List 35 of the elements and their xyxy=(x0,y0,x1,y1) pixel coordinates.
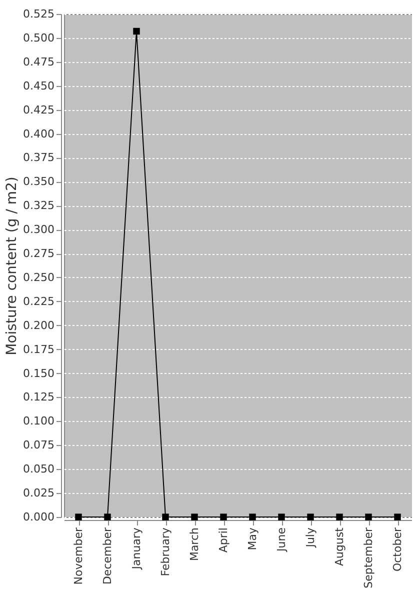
y-tick-label: 0.325 xyxy=(23,199,54,212)
x-tick-label: September xyxy=(362,527,375,588)
x-tick-label: April xyxy=(217,528,230,553)
y-tick-label: 0.250 xyxy=(23,270,54,284)
y-tick-label: 0.075 xyxy=(23,438,54,452)
y-tick-label: 0.050 xyxy=(23,462,54,476)
y-tick-label: 0.275 xyxy=(23,247,54,260)
y-tick-label: 0.125 xyxy=(23,390,54,404)
x-tick-label: January xyxy=(130,527,143,570)
y-tick-label: 0.375 xyxy=(23,151,54,164)
x-tick-label: July xyxy=(304,527,317,548)
x-tick-label: November xyxy=(72,527,85,585)
y-tick-label: 0.300 xyxy=(23,223,54,236)
y-tick-label: 0.525 xyxy=(23,8,54,20)
y-tick-label: 0.200 xyxy=(23,318,54,332)
y-tick-label: 0.225 xyxy=(23,294,54,308)
x-tick-label: June xyxy=(275,527,288,552)
y-tick-label: 0.000 xyxy=(23,510,54,524)
x-tick-label: February xyxy=(159,527,172,576)
y-tick-label: 0.175 xyxy=(23,342,54,356)
y-tick-label: 0.500 xyxy=(23,31,54,44)
x-tick-label: May xyxy=(246,527,259,550)
y-tick-label: 0.150 xyxy=(23,366,54,380)
y-axis-title: Moisture content (g / m2) xyxy=(4,176,20,356)
y-tick-label: 0.475 xyxy=(23,55,54,68)
x-tick-label: October xyxy=(391,527,404,572)
y-tick-label: 0.425 xyxy=(23,103,54,116)
y-tick-label: 0.025 xyxy=(23,486,54,500)
y-tick-label: 0.400 xyxy=(23,127,54,140)
y-tick-label: 0.350 xyxy=(23,175,54,188)
x-tick-label: December xyxy=(101,527,114,585)
x-tick-label: March xyxy=(188,527,201,562)
y-tick-label: 0.450 xyxy=(23,79,54,92)
x-tick-label: August xyxy=(333,526,346,566)
y-tick-label: 0.100 xyxy=(23,414,54,428)
